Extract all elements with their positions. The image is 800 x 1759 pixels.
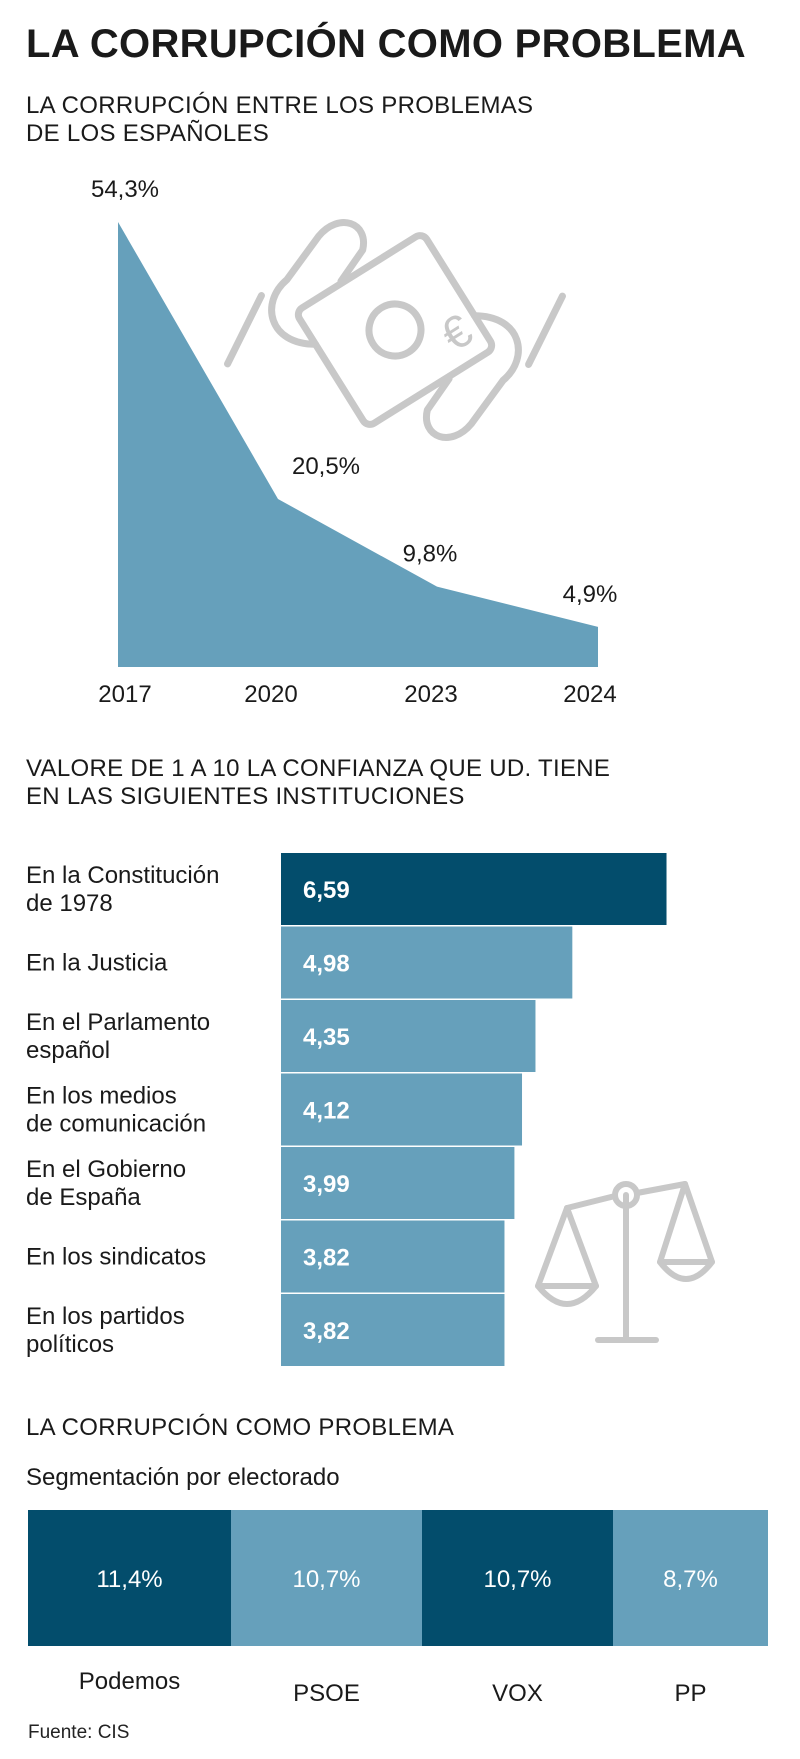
institution-bar-value: 3,82 xyxy=(303,1245,350,1272)
area-x-tick-label: 2024 xyxy=(563,681,616,708)
institution-label: En los sindicatos xyxy=(26,1244,206,1271)
area-value-label: 54,3% xyxy=(91,176,159,203)
area-chart: € 54,3%20,5%9,8%4,9% 2017 2020 2023 2024 xyxy=(91,176,618,708)
bar-chart-title-line-1: VALORE DE 1 A 10 LA CONFIANZA QUE UD. TI… xyxy=(26,755,611,782)
institution-label: En los partidos xyxy=(26,1303,185,1330)
institution-label: políticos xyxy=(26,1331,114,1358)
bar-chart-title: VALORE DE 1 A 10 LA CONFIANZA QUE UD. TI… xyxy=(26,755,610,811)
segment-chart-title: LA CORRUPCIÓN COMO PROBLEMA xyxy=(26,1414,455,1441)
area-value-label: 20,5% xyxy=(292,453,360,480)
source-note: Fuente: CIS xyxy=(28,1722,130,1743)
area-chart-title-line-2: DE LOS ESPAÑOLES xyxy=(26,120,270,147)
area-value-label: 9,8% xyxy=(403,541,458,568)
institution-bar xyxy=(281,853,667,925)
area-series xyxy=(118,222,598,667)
institution-label: En el Parlamento xyxy=(26,1009,210,1036)
electorate-label: PP xyxy=(674,1680,706,1707)
area-x-tick-label: 2020 xyxy=(244,681,297,708)
electorate-bar xyxy=(231,1510,422,1646)
area-x-tick-label: 2023 xyxy=(404,681,457,708)
electorate-bar-value: 8,7% xyxy=(663,1566,718,1593)
area-value-label: 4,9% xyxy=(563,581,618,608)
electorate-bar xyxy=(28,1510,231,1646)
institution-label: En la Constitución xyxy=(26,862,219,889)
electorate-bar xyxy=(422,1510,613,1646)
institution-label: de comunicación xyxy=(26,1111,206,1138)
area-x-tick-label: 2017 xyxy=(98,681,151,708)
institution-label: español xyxy=(26,1037,110,1064)
electorate-bar-value: 10,7% xyxy=(483,1566,551,1593)
institution-bar xyxy=(281,1294,505,1366)
area-chart-title-line-1: LA CORRUPCIÓN ENTRE LOS PROBLEMAS xyxy=(26,92,534,119)
electorate-bar-value: 11,4% xyxy=(96,1566,162,1593)
institution-bar-value: 4,35 xyxy=(303,1024,350,1051)
segment-chart-subtitle: Segmentación por electorado xyxy=(26,1464,340,1491)
electorate-label: Podemos xyxy=(79,1668,180,1695)
scales-of-justice-icon xyxy=(535,1181,715,1343)
electorate-bar-chart: 11,4% Podemos 10,7% PSOE 10,7% VOX 8,7% PP xyxy=(28,1510,768,1707)
institution-label: En la Justicia xyxy=(26,950,168,977)
institution-bar-value: 4,12 xyxy=(303,1098,350,1125)
institution-bar xyxy=(281,1000,536,1072)
bar-chart-title-line-2: EN LAS SIGUIENTES INSTITUCIONES xyxy=(26,783,465,810)
institution-bar xyxy=(281,1147,515,1219)
electorate-bar xyxy=(613,1510,768,1646)
institution-bar-value: 6,59 xyxy=(303,877,350,904)
institution-label: En el Gobierno xyxy=(26,1156,186,1183)
institution-bar-value: 3,82 xyxy=(303,1318,350,1345)
page-title: LA CORRUPCIÓN COMO PROBLEMA xyxy=(26,22,746,66)
institution-bar xyxy=(281,926,573,999)
institution-bar-value: 3,99 xyxy=(303,1171,350,1198)
institution-bar-value: 4,98 xyxy=(303,951,350,978)
institution-label: de 1978 xyxy=(26,890,113,917)
area-chart-title: LA CORRUPCIÓN ENTRE LOS PROBLEMAS DE LOS… xyxy=(26,92,533,148)
electorate-label: PSOE xyxy=(293,1680,360,1707)
institution-bar xyxy=(281,1220,505,1293)
institution-label: de España xyxy=(26,1184,141,1211)
institution-label: En los medios xyxy=(26,1083,177,1110)
institution-bar xyxy=(281,1073,523,1146)
electorate-bar-value: 10,7% xyxy=(292,1566,360,1593)
electorate-label: VOX xyxy=(492,1680,543,1707)
